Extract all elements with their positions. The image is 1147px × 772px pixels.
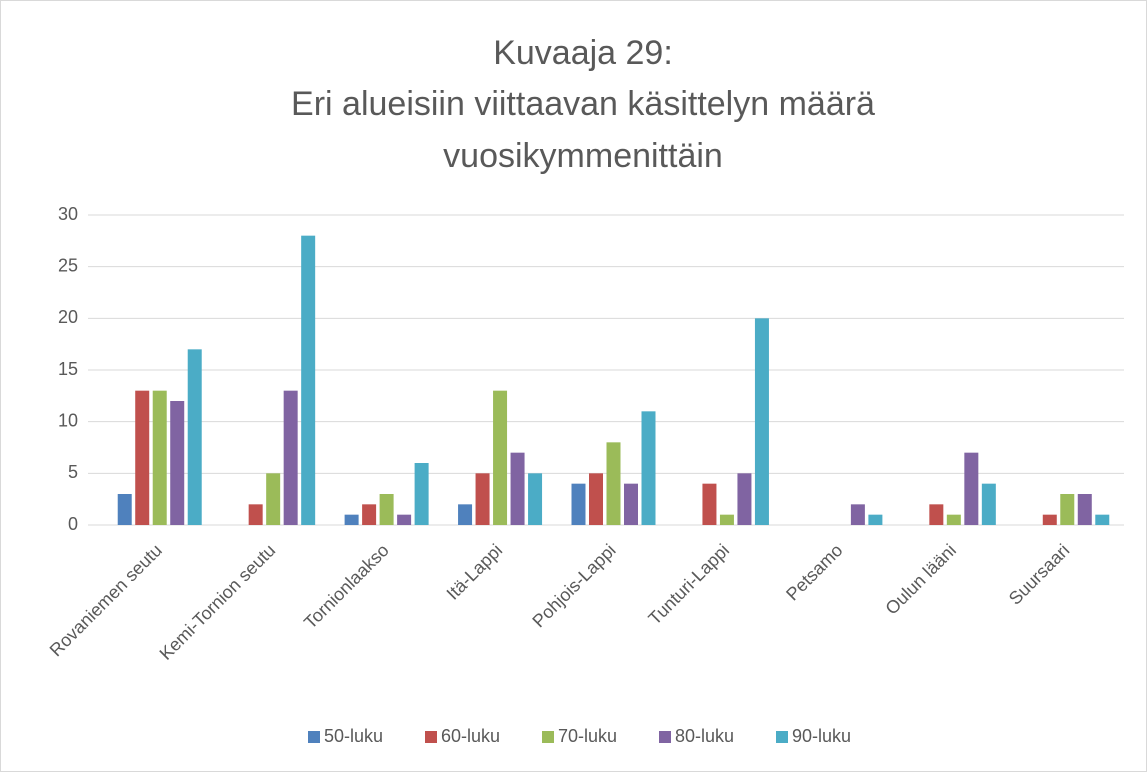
bar [981,483,996,525]
bar [754,318,769,525]
legend-swatch [308,731,320,743]
bar [1095,514,1110,525]
y-tick-label: 15 [58,359,78,379]
bar [362,504,377,525]
legend-label: 90-luku [792,726,851,746]
bar [248,504,263,525]
bar [624,483,638,525]
legend-label: 50-luku [324,726,383,746]
bar [719,514,734,525]
bar [606,442,621,525]
legend-label: 80-luku [675,726,734,746]
bar [528,473,543,525]
legend-swatch [776,731,788,743]
bar [135,390,150,525]
bar [493,390,508,525]
bar [117,494,132,525]
chart-title: vuosikymmenittäin [443,137,723,175]
legend-label: 70-luku [558,726,617,746]
y-tick-label: 30 [58,204,78,224]
bar [641,411,656,525]
y-tick-label: 5 [68,462,78,482]
bar [397,514,412,525]
bar [571,483,586,525]
y-tick-label: 0 [68,514,78,534]
bar [946,514,961,525]
bar [414,463,429,525]
bar [929,504,944,525]
bar [475,473,490,525]
y-tick-label: 20 [58,307,78,327]
bar [266,473,281,525]
bar [964,452,979,525]
y-tick-label: 10 [58,410,78,430]
bar [737,473,752,525]
bar [379,494,394,525]
bar [702,483,717,525]
bar [510,452,525,525]
bar [283,390,298,525]
bar [868,514,883,525]
bar [344,514,359,525]
bar [1060,494,1075,525]
bar [170,401,185,525]
bar [1077,494,1092,525]
chart-title: Kuvaaja 29: [493,34,673,72]
bar [1042,514,1057,525]
bar [301,235,316,525]
bar [458,504,473,525]
legend-swatch [425,731,437,743]
bar [187,349,202,525]
bar [850,504,865,525]
bar [152,390,167,525]
bar [589,473,603,525]
legend-swatch [542,731,554,743]
y-tick-label: 25 [58,255,78,275]
legend-swatch [659,731,671,743]
chart-title: Eri alueisiin viittaavan käsittelyn määr… [291,85,875,123]
legend-label: 60-luku [441,726,500,746]
